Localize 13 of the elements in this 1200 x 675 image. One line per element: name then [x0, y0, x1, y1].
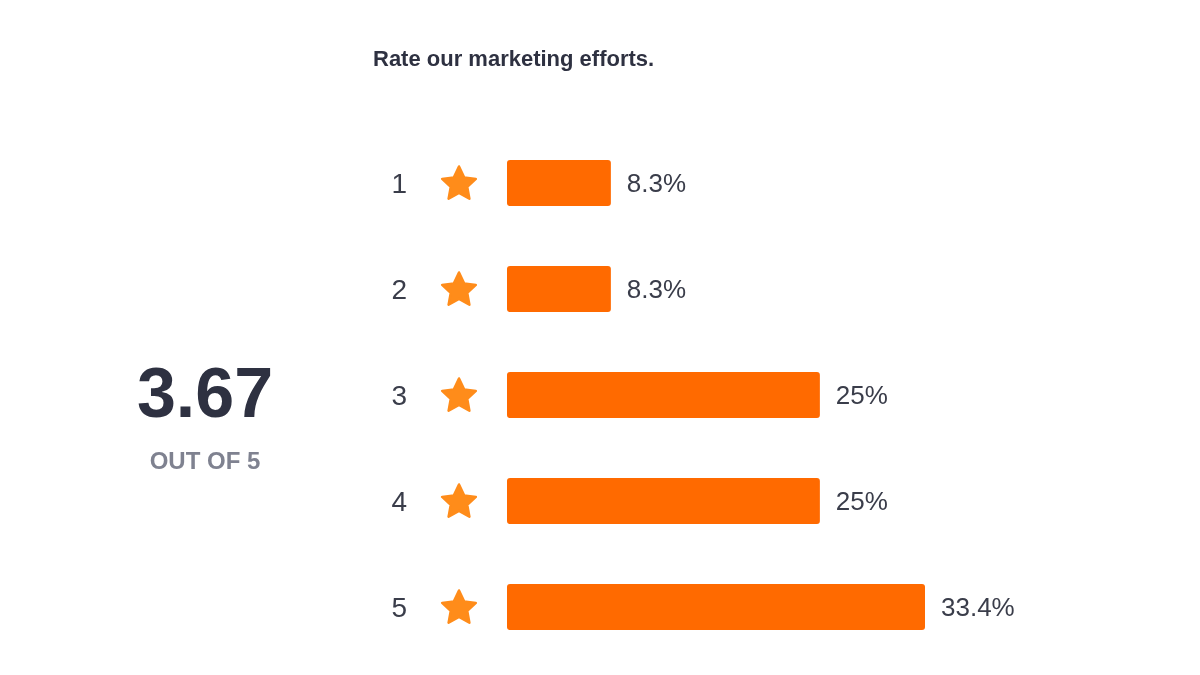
chart-title: Rate our marketing efforts.: [373, 45, 655, 71]
y-tick-label: 4: [391, 485, 407, 517]
data-label: 33.4%: [941, 592, 1015, 622]
data-label: 8.3%: [626, 168, 687, 198]
data-label: 8.3%: [626, 274, 687, 304]
text: OUT OF 5: [149, 446, 261, 474]
data-label: 25%: [835, 486, 888, 516]
data-label: 25%: [835, 380, 888, 410]
y-tick-label: 2: [391, 273, 407, 305]
y-tick-label: 1: [391, 167, 407, 199]
y-tick-label: 3: [391, 379, 407, 411]
text: 3.67: [136, 354, 274, 432]
y-tick-label: 5: [391, 591, 407, 623]
